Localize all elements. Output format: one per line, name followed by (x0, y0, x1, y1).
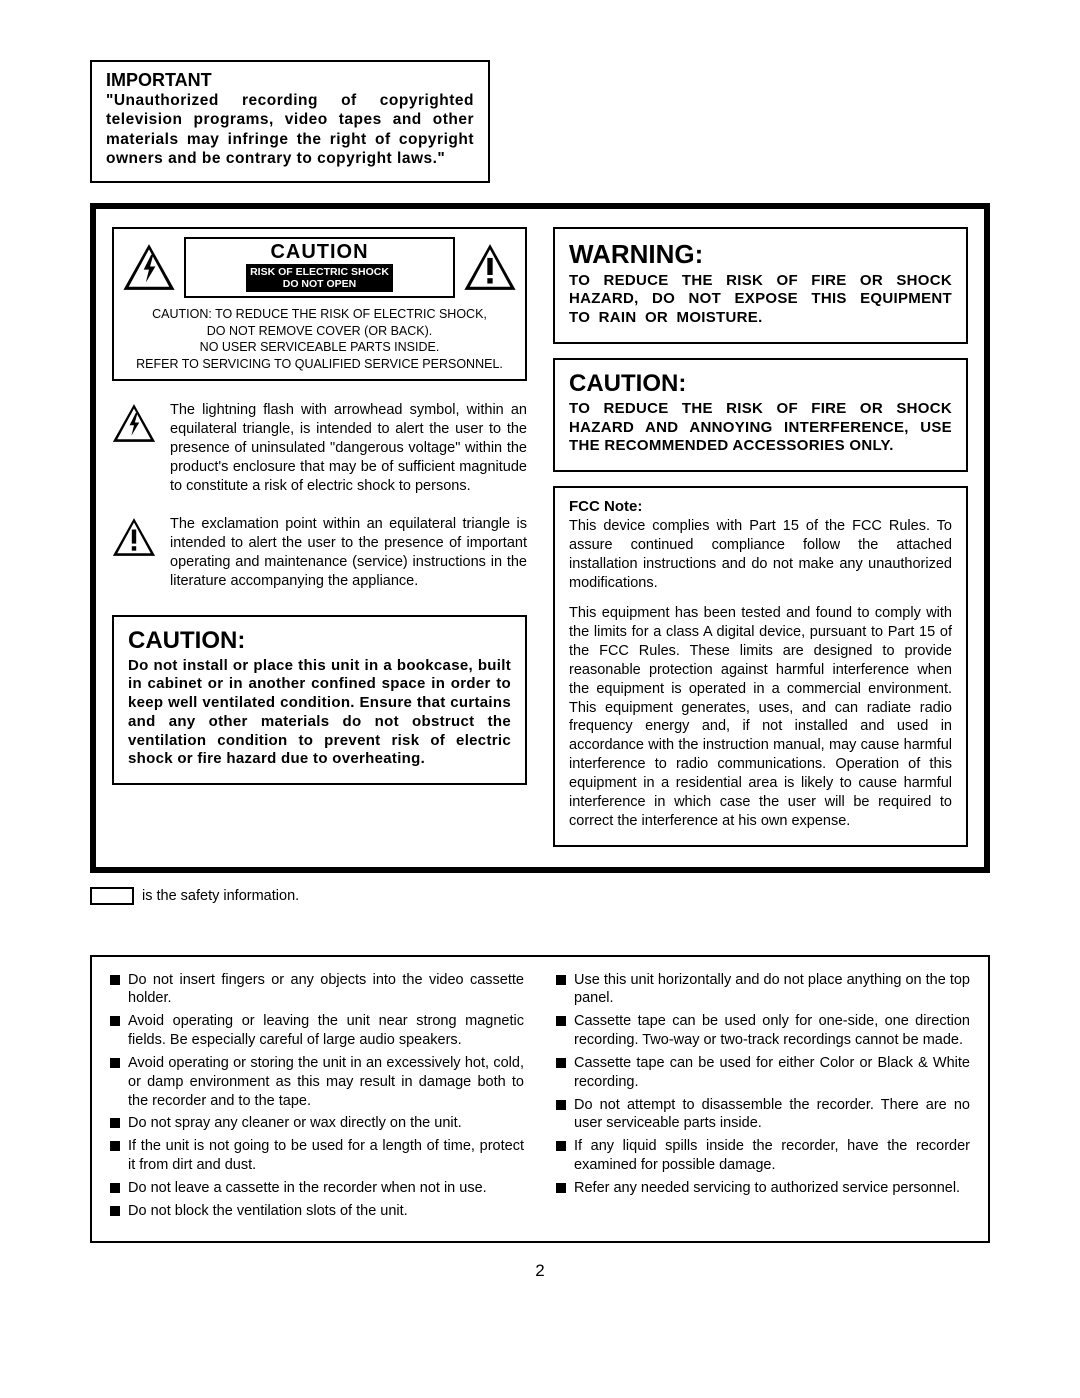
caution-plate-title: CAUTION (186, 241, 453, 264)
tips-box: Do not insert fingers or any objects int… (90, 955, 990, 1243)
caution-plate-text: CAUTION: TO REDUCE THE RISK OF ELECTRIC … (122, 306, 517, 374)
important-title: IMPORTANT (106, 70, 474, 91)
warning-box: WARNING: TO REDUCE THE RISK OF FIRE OR S… (553, 227, 968, 344)
tip-text: Do not leave a cassette in the recorder … (128, 1179, 524, 1198)
warning-body: TO REDUCE THE RISK OF FIRE OR SHOCK HAZA… (569, 272, 952, 328)
tip-item: Do not attempt to disassemble the record… (556, 1096, 970, 1134)
tip-item: Refer any needed servicing to authorized… (556, 1179, 970, 1198)
tip-item: If any liquid spills inside the recorder… (556, 1137, 970, 1175)
tip-item: Do not leave a cassette in the recorder … (110, 1179, 524, 1198)
tip-text: Use this unit horizontally and do not pl… (574, 971, 970, 1009)
safety-box-icon (90, 887, 134, 905)
caution-plate-row: CAUTION RISK OF ELECTRIC SHOCK DO NOT OP… (122, 237, 517, 298)
caution-accessories-box: CAUTION: TO REDUCE THE RISK OF FIRE OR S… (553, 358, 968, 472)
square-bullet-icon (556, 1183, 566, 1193)
tip-item: Avoid operating or storing the unit in a… (110, 1054, 524, 1111)
caution-plate-center: CAUTION RISK OF ELECTRIC SHOCK DO NOT OP… (184, 237, 455, 298)
important-body: "Unauthorized recording of copyrighted t… (106, 91, 474, 169)
safety-main-panel: CAUTION RISK OF ELECTRIC SHOCK DO NOT OP… (90, 203, 990, 873)
plate-line-4: REFER TO SERVICING TO QUALIFIED SERVICE … (136, 357, 503, 371)
tips-left-col: Do not insert fingers or any objects int… (110, 971, 524, 1225)
caution-install-title: CAUTION: (128, 627, 511, 655)
plate-line-3: NO USER SERVICEABLE PARTS INSIDE. (200, 340, 440, 354)
square-bullet-icon (556, 1058, 566, 1068)
lightning-symbol-text: The lightning flash with arrowhead symbo… (170, 401, 527, 495)
caution-plate: CAUTION RISK OF ELECTRIC SHOCK DO NOT OP… (112, 227, 527, 382)
caution-accessories-body: TO REDUCE THE RISK OF FIRE OR SHOCK HAZA… (569, 400, 952, 456)
tip-item: Do not spray any cleaner or wax directly… (110, 1114, 524, 1133)
tip-text: Avoid operating or leaving the unit near… (128, 1012, 524, 1050)
right-column: WARNING: TO REDUCE THE RISK OF FIRE OR S… (553, 227, 968, 847)
square-bullet-icon (110, 975, 120, 985)
warning-title: WARNING: (569, 239, 952, 270)
tip-text: Refer any needed servicing to authorized… (574, 1179, 970, 1198)
square-bullet-icon (110, 1206, 120, 1216)
exclaim-symbol-row: The exclamation point within an equilate… (112, 515, 527, 590)
caution-install-body: Do not install or place this unit in a b… (128, 657, 511, 770)
tip-item: Do not insert fingers or any objects int… (110, 971, 524, 1009)
caution-plate-sub1: RISK OF ELECTRIC SHOCK (250, 266, 389, 278)
fcc-box: FCC Note: This device complies with Part… (553, 486, 968, 847)
important-box: IMPORTANT "Unauthorized recording of cop… (90, 60, 490, 183)
caution-install-box: CAUTION: Do not install or place this un… (112, 615, 527, 786)
plate-line-2: DO NOT REMOVE COVER (OR BACK). (207, 324, 433, 338)
caution-accessories-title: CAUTION: (569, 370, 952, 398)
page-number: 2 (90, 1261, 990, 1281)
tip-text: If the unit is not going to be used for … (128, 1137, 524, 1175)
square-bullet-icon (110, 1141, 120, 1151)
square-bullet-icon (110, 1183, 120, 1193)
tip-text: Do not insert fingers or any objects int… (128, 971, 524, 1009)
square-bullet-icon (110, 1058, 120, 1068)
tips-right-col: Use this unit horizontally and do not pl… (556, 971, 970, 1225)
exclaim-triangle-icon (463, 243, 517, 291)
tip-item: Cassette tape can be used only for one-s… (556, 1012, 970, 1050)
plate-line-1: CAUTION: TO REDUCE THE RISK OF ELECTRIC … (152, 307, 487, 321)
lightning-triangle-icon (122, 243, 176, 291)
tip-text: Cassette tape can be used for either Col… (574, 1054, 970, 1092)
tip-text: Do not spray any cleaner or wax directly… (128, 1114, 524, 1133)
caution-plate-sub2: DO NOT OPEN (283, 278, 357, 290)
tip-item: Cassette tape can be used for either Col… (556, 1054, 970, 1092)
lightning-triangle-icon (112, 403, 156, 443)
square-bullet-icon (110, 1016, 120, 1026)
tip-text: If any liquid spills inside the recorder… (574, 1137, 970, 1175)
tip-text: Do not block the ventilation slots of th… (128, 1202, 524, 1221)
tip-item: If the unit is not going to be used for … (110, 1137, 524, 1175)
tip-text: Avoid operating or storing the unit in a… (128, 1054, 524, 1111)
caution-plate-sub: RISK OF ELECTRIC SHOCK DO NOT OPEN (246, 264, 393, 292)
square-bullet-icon (556, 1141, 566, 1151)
square-bullet-icon (110, 1118, 120, 1128)
tip-text: Cassette tape can be used only for one-s… (574, 1012, 970, 1050)
square-bullet-icon (556, 1016, 566, 1026)
lightning-symbol-row: The lightning flash with arrowhead symbo… (112, 401, 527, 495)
square-bullet-icon (556, 975, 566, 985)
fcc-body: This device complies with Part 15 of the… (569, 517, 952, 831)
fcc-p1: This device complies with Part 15 of the… (569, 517, 952, 592)
exclaim-triangle-icon (112, 517, 156, 557)
fcc-p2: This equipment has been tested and found… (569, 604, 952, 830)
fcc-title: FCC Note: (569, 498, 952, 515)
left-column: CAUTION RISK OF ELECTRIC SHOCK DO NOT OP… (112, 227, 527, 847)
tip-item: Use this unit horizontally and do not pl… (556, 971, 970, 1009)
tip-item: Do not block the ventilation slots of th… (110, 1202, 524, 1221)
tip-item: Avoid operating or leaving the unit near… (110, 1012, 524, 1050)
safety-note-text: is the safety information. (142, 888, 299, 904)
square-bullet-icon (556, 1100, 566, 1110)
tip-text: Do not attempt to disassemble the record… (574, 1096, 970, 1134)
safety-note: is the safety information. (90, 887, 990, 905)
exclaim-symbol-text: The exclamation point within an equilate… (170, 515, 527, 590)
